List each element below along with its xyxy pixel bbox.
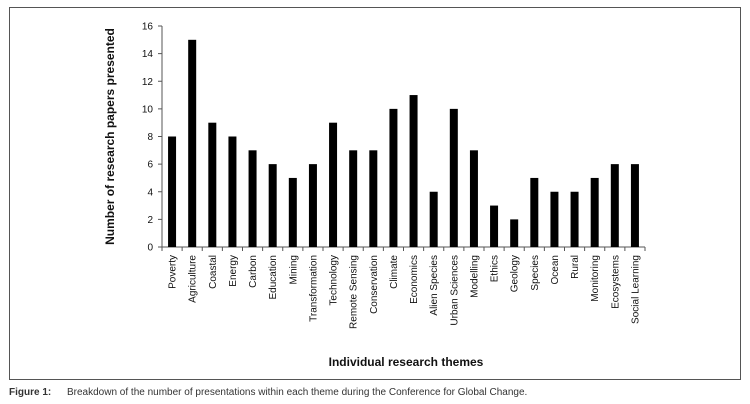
bar	[469, 150, 478, 247]
bar	[409, 95, 418, 247]
bar	[449, 108, 458, 247]
x-tick-label: Coastal	[208, 255, 219, 289]
bar	[228, 136, 237, 247]
x-tick-label: Ecosystems	[610, 255, 621, 309]
y-tick-label: 16	[142, 22, 154, 33]
y-tick-label: 10	[142, 104, 154, 115]
bar	[248, 150, 257, 247]
bar	[288, 177, 297, 247]
x-tick-label: Geology	[510, 255, 521, 292]
bar	[630, 164, 639, 247]
y-tick-label: 6	[147, 160, 153, 171]
y-tick-label: 2	[147, 215, 153, 226]
x-tick-label: Ocean	[550, 255, 561, 284]
x-tick-label: Mining	[288, 255, 299, 284]
bar	[308, 164, 317, 247]
bar	[590, 177, 599, 247]
bar	[490, 205, 499, 247]
y-tick-label: 4	[147, 187, 153, 198]
caption-label: Figure 1:	[9, 387, 52, 398]
x-tick-label: Conservation	[369, 255, 380, 314]
bar	[208, 122, 217, 247]
bar	[188, 39, 197, 247]
x-tick-label: Ethics	[490, 255, 501, 282]
bar	[329, 122, 338, 247]
bar	[429, 191, 438, 247]
bar-chart: 0 2 4 6 8 10 12 14 16 Poverty Agriculture Coastal En…	[103, 22, 646, 369]
x-tick-label: Modelling	[469, 255, 480, 298]
caption-text: Breakdown of the number of presentations…	[67, 387, 528, 398]
bar	[610, 164, 619, 247]
x-tick-label: Poverty	[168, 255, 179, 289]
x-tick-label: Climate	[389, 255, 400, 289]
x-tick-label: Rural	[570, 255, 581, 279]
bar	[168, 136, 177, 247]
bar	[510, 219, 519, 247]
x-tick-label: Economics	[409, 255, 420, 304]
bar	[530, 177, 539, 247]
x-axis-title: Individual research themes	[329, 355, 484, 369]
x-tick-label: Carbon	[248, 255, 259, 288]
bar	[369, 150, 378, 247]
y-tick-label: 8	[147, 132, 153, 143]
x-tick-label: Social Learning	[630, 255, 641, 324]
x-tick-label: Technology	[329, 255, 340, 306]
x-tick-label: Monitoring	[590, 255, 601, 302]
figure-frame: 0 2 4 6 8 10 12 14 16 Poverty Agriculture Coastal En…	[9, 7, 741, 380]
bar	[349, 150, 358, 247]
y-tick-label: 12	[142, 77, 154, 88]
figure-caption: Figure 1: Breakdown of the number of pres…	[9, 387, 744, 398]
y-tick-label: 14	[142, 49, 154, 60]
x-tick-label: Energy	[228, 255, 239, 287]
bar	[389, 108, 398, 247]
bar	[570, 191, 579, 247]
x-tick-label: Remote Sensing	[349, 255, 360, 329]
y-tick-label: 0	[147, 243, 153, 254]
y-axis-title: Number of research papers presented	[103, 28, 117, 245]
bar	[550, 191, 559, 247]
x-tick-label: Transformation	[308, 255, 319, 322]
x-tick-label: Species	[530, 255, 541, 291]
x-tick-label: Alien Species	[429, 255, 440, 316]
x-tick-label: Urban Sciences	[449, 255, 460, 326]
x-tick-label: Agriculture	[188, 255, 199, 303]
bar	[268, 164, 277, 247]
x-tick-label: Education	[268, 255, 279, 299]
